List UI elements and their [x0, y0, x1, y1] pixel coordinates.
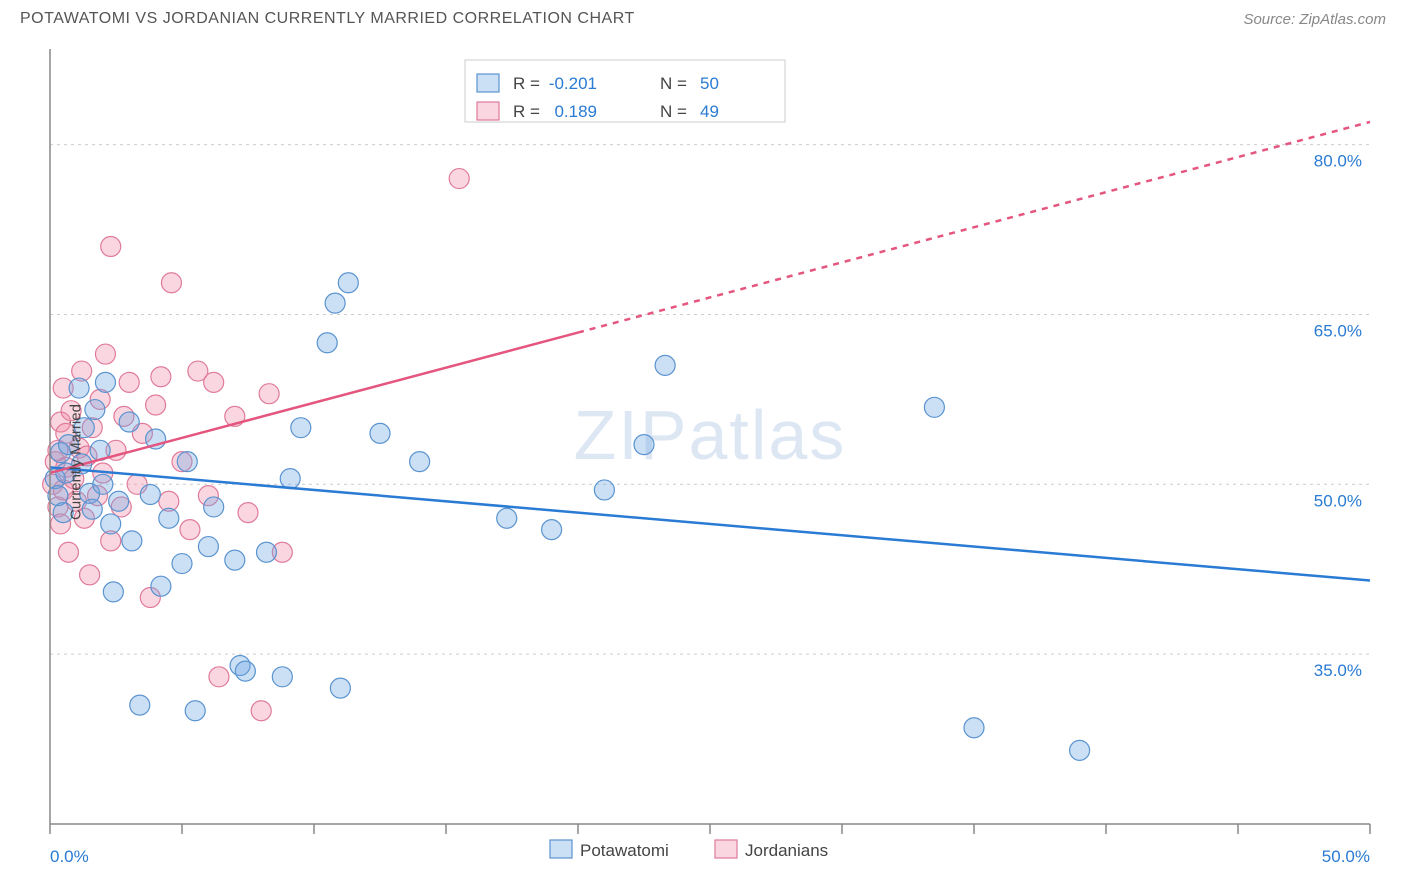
chart-svg: 35.0% 50.0% 65.0% 80.0% ZIPatlas 0.0% 50.0% R =… — [0, 34, 1406, 890]
data-point — [634, 435, 654, 455]
data-point — [330, 678, 350, 698]
data-point — [209, 667, 229, 687]
data-point — [198, 537, 218, 557]
data-point — [69, 378, 89, 398]
legend-r-label: R = — [513, 102, 540, 121]
x-tick-label: 50.0% — [1322, 847, 1370, 866]
data-point — [119, 372, 139, 392]
trend-line-dashed — [578, 122, 1370, 333]
legend-n-value: 49 — [700, 102, 719, 121]
data-point — [204, 372, 224, 392]
chart-header: POTAWATOMI VS JORDANIAN CURRENTLY MARRIE… — [0, 0, 1406, 34]
data-point — [251, 701, 271, 721]
data-point — [95, 372, 115, 392]
data-point — [924, 397, 944, 417]
data-point — [172, 554, 192, 574]
y-tick-label: 80.0% — [1314, 152, 1362, 171]
data-point — [161, 273, 181, 293]
y-tick-label: 35.0% — [1314, 661, 1362, 680]
data-point — [130, 695, 150, 715]
data-point — [85, 400, 105, 420]
data-point — [542, 520, 562, 540]
data-point — [185, 701, 205, 721]
data-point — [272, 667, 292, 687]
legend-swatch — [477, 102, 499, 120]
data-point — [325, 293, 345, 313]
legend-bottom-label: Potawatomi — [580, 841, 669, 860]
data-point — [594, 480, 614, 500]
chart-source: Source: ZipAtlas.com — [1243, 11, 1386, 28]
data-point — [140, 484, 160, 504]
legend-bottom-swatch — [550, 840, 572, 858]
data-point — [80, 565, 100, 585]
data-point — [1070, 740, 1090, 760]
data-point — [95, 344, 115, 364]
chart-area: Currently Married 35.0% 50.0% 65.0% 80.0% ZI… — [0, 34, 1406, 890]
data-point — [225, 550, 245, 570]
legend-r-value: -0.201 — [549, 74, 597, 93]
legend-bottom-swatch — [715, 840, 737, 858]
data-point — [151, 367, 171, 387]
trend-line — [50, 333, 578, 473]
data-point — [259, 384, 279, 404]
data-point — [449, 169, 469, 189]
data-point — [82, 499, 102, 519]
data-point — [93, 474, 113, 494]
data-point — [370, 423, 390, 443]
y-axis-label: Currently Married — [67, 404, 84, 520]
data-point — [103, 582, 123, 602]
data-point — [146, 395, 166, 415]
data-point — [291, 418, 311, 438]
data-point — [256, 542, 276, 562]
legend-r-value: 0.189 — [554, 102, 597, 121]
data-point — [238, 503, 258, 523]
data-point — [317, 333, 337, 353]
data-point — [338, 273, 358, 293]
chart-title: POTAWATOMI VS JORDANIAN CURRENTLY MARRIE… — [20, 10, 635, 28]
legend-swatch — [477, 74, 499, 92]
legend-bottom-label: Jordanians — [745, 841, 828, 860]
y-tick-label: 50.0% — [1314, 491, 1362, 510]
data-point — [180, 520, 200, 540]
legend-n-value: 50 — [700, 74, 719, 93]
y-tick-label: 65.0% — [1314, 321, 1362, 340]
data-point — [122, 531, 142, 551]
x-tick-label: 0.0% — [50, 847, 89, 866]
data-point — [497, 508, 517, 528]
data-point — [204, 497, 224, 517]
data-point — [964, 718, 984, 738]
data-point — [119, 412, 139, 432]
data-point — [655, 355, 675, 375]
data-point — [101, 237, 121, 257]
data-point — [159, 508, 179, 528]
data-point — [235, 661, 255, 681]
legend-n-label: N = — [660, 74, 687, 93]
data-point — [151, 576, 171, 596]
watermark: ZIPatlas — [574, 396, 847, 474]
legend-r-label: R = — [513, 74, 540, 93]
data-point — [101, 514, 121, 534]
legend-n-label: N = — [660, 102, 687, 121]
data-point — [177, 452, 197, 472]
data-point — [109, 491, 129, 511]
data-point — [280, 469, 300, 489]
data-point — [410, 452, 430, 472]
data-point — [58, 542, 78, 562]
